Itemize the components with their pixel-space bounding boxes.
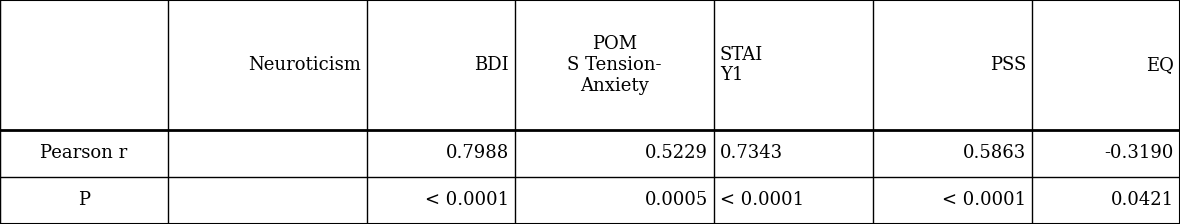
Text: 0.7343: 0.7343 bbox=[720, 144, 784, 162]
Text: BDI: BDI bbox=[474, 56, 509, 74]
Text: 0.5863: 0.5863 bbox=[963, 144, 1027, 162]
Text: -0.3190: -0.3190 bbox=[1104, 144, 1174, 162]
Text: PSS: PSS bbox=[990, 56, 1027, 74]
Text: STAI
Y1: STAI Y1 bbox=[720, 45, 763, 84]
Text: < 0.0001: < 0.0001 bbox=[720, 192, 804, 209]
Text: 0.7988: 0.7988 bbox=[446, 144, 509, 162]
Text: < 0.0001: < 0.0001 bbox=[942, 192, 1027, 209]
Text: POM
S Tension-
Anxiety: POM S Tension- Anxiety bbox=[568, 35, 662, 95]
Text: Pearson r: Pearson r bbox=[40, 144, 127, 162]
Text: P: P bbox=[78, 192, 90, 209]
Text: Neuroticism: Neuroticism bbox=[249, 56, 361, 74]
Text: 0.0421: 0.0421 bbox=[1112, 192, 1174, 209]
Text: < 0.0001: < 0.0001 bbox=[425, 192, 509, 209]
Text: EQ: EQ bbox=[1146, 56, 1174, 74]
Text: 0.5229: 0.5229 bbox=[645, 144, 708, 162]
Text: 0.0005: 0.0005 bbox=[644, 192, 708, 209]
